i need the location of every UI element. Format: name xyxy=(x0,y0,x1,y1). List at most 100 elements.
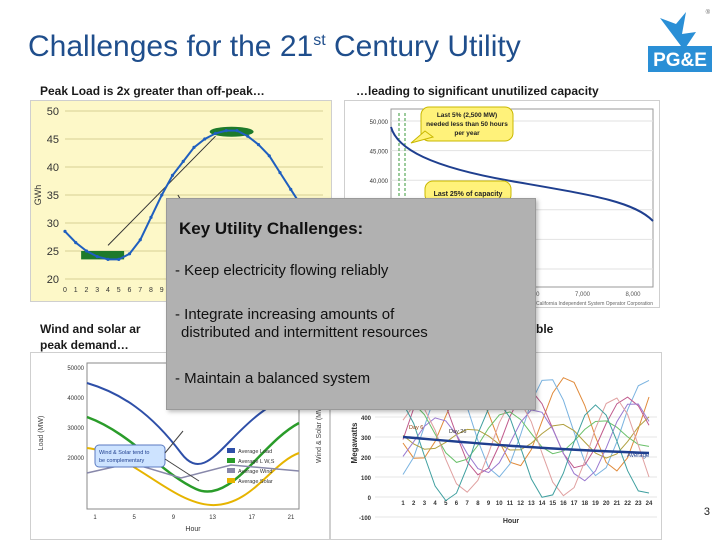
data-point xyxy=(127,252,132,256)
legend-label: Average L W,S xyxy=(238,459,275,465)
data-point xyxy=(267,154,271,158)
x-axis-label: Hour xyxy=(503,518,520,525)
legend-label: Average Solar xyxy=(238,479,273,485)
note-arrow xyxy=(164,458,200,482)
x-tick-label: 6 xyxy=(128,287,132,294)
day-label: Day 6 xyxy=(409,425,423,431)
x-tick-label: 8 xyxy=(476,501,480,507)
x-tick-label: 7,000 xyxy=(575,292,591,298)
average-output-line xyxy=(402,435,650,455)
caption-peak-load: Peak Load is 2x greater than off-peak… xyxy=(40,84,265,98)
x-tick-label: 20 xyxy=(603,501,610,507)
x-tick-label: 5 xyxy=(133,515,137,521)
title-superscript: st xyxy=(313,32,326,49)
challenge-item-2-cont: distributed and intermittent resources xyxy=(181,324,428,341)
logo-mark xyxy=(660,12,696,50)
x-tick-label: 8 xyxy=(149,287,153,294)
key-challenges-box: Key Utility Challenges: - Keep electrici… xyxy=(166,198,536,410)
data-point xyxy=(213,131,218,135)
y-tick-label: 400 xyxy=(361,416,372,422)
data-point xyxy=(106,257,110,261)
daily-output-line xyxy=(402,403,650,482)
x-tick-label: 1 xyxy=(401,501,405,507)
x-tick-label: 24 xyxy=(646,501,653,507)
legend-label: Average Load xyxy=(238,449,272,455)
x-tick-label: 19 xyxy=(592,501,599,507)
y-tick-label: 20 xyxy=(47,274,59,286)
daily-output-line xyxy=(402,402,650,463)
callout-text-1c: per year xyxy=(454,130,480,137)
page-number: 3 xyxy=(703,506,710,518)
challenge-item-1: - Keep electricity flowing reliably xyxy=(175,262,389,279)
x-tick-label: 9 xyxy=(160,287,164,294)
note-text-1: Wind & Solar tend to xyxy=(99,450,149,456)
x-tick-label: 21 xyxy=(614,501,621,507)
y-tick-label: 0 xyxy=(368,496,372,502)
x-tick-label: 10 xyxy=(496,501,503,507)
x-tick-label: 9 xyxy=(487,501,491,507)
data-point xyxy=(138,238,142,242)
x-axis-label: Hour xyxy=(185,526,201,533)
y-tick-label: 20000 xyxy=(67,456,84,462)
challenge-item-3: - Maintain a balanced system xyxy=(175,370,371,387)
note-box xyxy=(94,444,166,468)
y-axis-label: GWh xyxy=(33,185,43,206)
caption-wind-solar-1: Wind and solar ar xyxy=(40,322,141,336)
y-tick-label: 50,000 xyxy=(370,120,389,126)
y-tick-label: 45,000 xyxy=(370,150,389,156)
x-tick-label: 14 xyxy=(539,501,546,507)
data-point xyxy=(117,257,121,261)
data-point xyxy=(192,145,196,149)
data-point xyxy=(224,129,228,133)
y-tick-label: 100 xyxy=(361,476,372,482)
y-tick-label: 30 xyxy=(47,218,59,230)
x-tick-label: 23 xyxy=(635,501,642,507)
data-point xyxy=(246,134,250,138)
legend-swatch xyxy=(227,468,235,473)
day-label: Day 26 xyxy=(449,429,466,435)
y-tick-label: 50 xyxy=(47,106,59,118)
y-tick-label: 35 xyxy=(47,190,59,202)
duration-curve xyxy=(390,126,654,222)
y-tick-label: 40000 xyxy=(67,396,84,402)
x-tick-label: 18 xyxy=(581,501,588,507)
data-point xyxy=(203,137,207,141)
x-tick-label: 0 xyxy=(63,287,67,294)
x-tick-label: 5 xyxy=(444,501,448,507)
y-tick-label: 200 xyxy=(361,456,372,462)
logo-text: PG&E xyxy=(653,50,707,71)
x-tick-label: 1 xyxy=(93,515,97,521)
daily-output-line xyxy=(402,397,650,497)
x-tick-label: 8,000 xyxy=(625,292,641,298)
pge-logo: PG&E ® xyxy=(646,4,714,92)
y-tick-label: 45 xyxy=(47,134,59,146)
x-tick-label: 11 xyxy=(507,501,514,507)
y-tick-label: 300 xyxy=(361,436,372,442)
callout-box-1 xyxy=(420,106,514,142)
caption-variable-tail: ble xyxy=(536,322,554,336)
challenge-item-2: - Integrate increasing amounts of xyxy=(175,306,395,323)
callout-text-1a: Last 5% (2,500 MW) xyxy=(437,112,497,119)
y2-axis-label: Wind & Solar (MW) xyxy=(316,403,323,463)
x-tick-label: 1 xyxy=(74,287,78,294)
data-point xyxy=(235,129,239,133)
pge-logo-graphic: PG&E ® xyxy=(648,9,712,72)
data-point xyxy=(289,187,293,191)
x-tick-label: 3 xyxy=(95,287,99,294)
caption-wind-solar-2: peak demand… xyxy=(40,338,129,352)
x-tick-label: 13 xyxy=(528,501,535,507)
daily-output-line xyxy=(402,401,650,502)
source-note: Source: California Independent System Op… xyxy=(517,301,653,307)
x-tick-label: 3 xyxy=(423,501,427,507)
y-tick-label: -100 xyxy=(359,516,372,522)
x-tick-label: 4 xyxy=(106,287,110,294)
arrow-line xyxy=(107,135,216,246)
callout-pointer-1 xyxy=(410,130,435,144)
data-point xyxy=(181,159,185,163)
legend-swatch xyxy=(227,478,235,483)
y-axis-label: Megawatts xyxy=(350,422,359,463)
x-tick-label: 17 xyxy=(571,501,578,507)
data-point xyxy=(170,173,175,177)
title-text: Challenges for the 21 xyxy=(28,30,314,63)
x-tick-label: 7 xyxy=(466,501,470,507)
